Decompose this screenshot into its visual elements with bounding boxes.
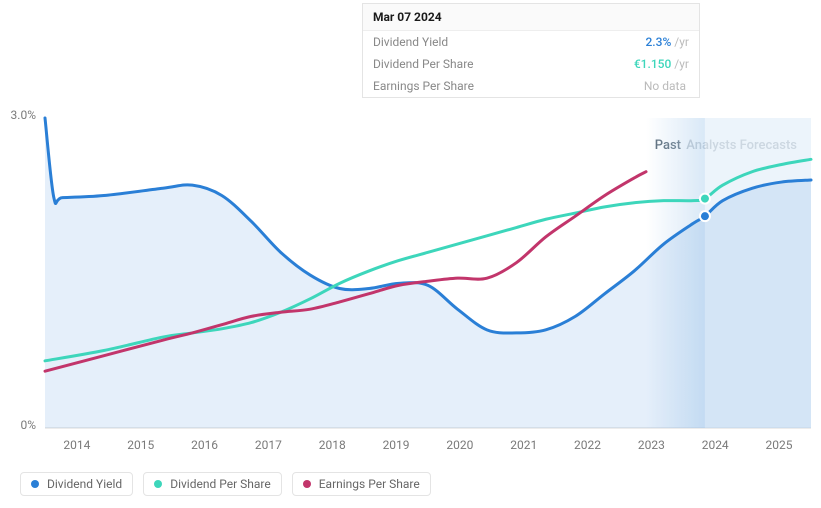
tooltip-value: 2.3% — [645, 35, 671, 49]
x-axis-tick: 2015 — [109, 438, 173, 452]
legend-label: Earnings Per Share — [319, 477, 420, 491]
x-axis-tick: 2016 — [173, 438, 237, 452]
tooltip-label: Earnings Per Share — [373, 79, 644, 93]
tooltip-label: Dividend Per Share — [373, 57, 634, 71]
x-axis-tick: 2025 — [747, 438, 811, 452]
chart-legend: Dividend Yield Dividend Per Share Earnin… — [20, 472, 431, 496]
legend-item-dps[interactable]: Dividend Per Share — [143, 472, 282, 496]
tooltip-date: Mar 07 2024 — [363, 4, 699, 31]
tooltip-row-eps: Earnings Per Share No data — [363, 75, 699, 97]
tooltip-label: Dividend Yield — [373, 35, 645, 49]
tooltip-row-dps: Dividend Per Share €1.150 /yr — [363, 53, 699, 75]
tooltip-value: No data — [644, 79, 686, 93]
x-axis-tick: 2021 — [492, 438, 556, 452]
x-axis-tick: 2014 — [45, 438, 109, 452]
x-axis-tick: 2023 — [619, 438, 683, 452]
legend-dot-icon — [303, 480, 311, 488]
tooltip-suffix: /yr — [674, 57, 689, 71]
x-axis-labels: 2014201520162017201820192020202120222023… — [45, 438, 811, 452]
x-axis-tick: 2020 — [428, 438, 492, 452]
dividend-chart: Mar 07 2024 Dividend Yield 2.3% /yr Divi… — [0, 0, 821, 508]
tooltip-value: €1.150 — [634, 57, 671, 71]
chart-tooltip: Mar 07 2024 Dividend Yield 2.3% /yr Divi… — [362, 3, 700, 98]
legend-label: Dividend Per Share — [170, 477, 271, 491]
legend-dot-icon — [154, 480, 162, 488]
legend-label: Dividend Yield — [47, 477, 122, 491]
legend-dot-icon — [31, 480, 39, 488]
x-axis-tick: 2019 — [364, 438, 428, 452]
x-axis-tick: 2024 — [683, 438, 747, 452]
legend-item-yield[interactable]: Dividend Yield — [20, 472, 133, 496]
x-axis-tick: 2017 — [236, 438, 300, 452]
tooltip-row-yield: Dividend Yield 2.3% /yr — [363, 31, 699, 53]
x-axis-tick: 2018 — [300, 438, 364, 452]
legend-item-eps[interactable]: Earnings Per Share — [292, 472, 431, 496]
x-axis-tick: 2022 — [556, 438, 620, 452]
tooltip-suffix: /yr — [674, 35, 689, 49]
